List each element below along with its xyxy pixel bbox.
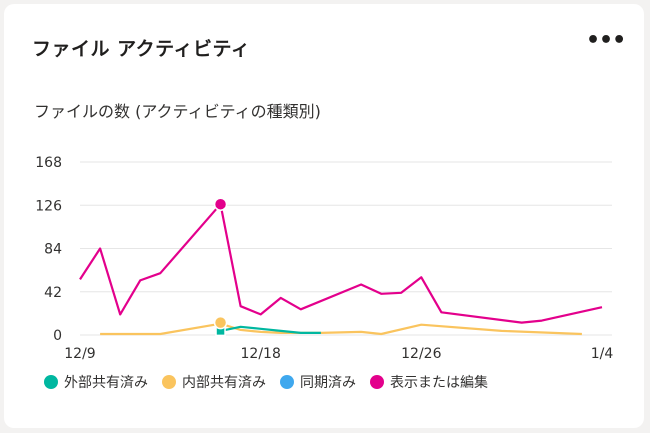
legend-swatch (370, 375, 384, 389)
legend-label: 表示または編集 (390, 375, 488, 391)
series-line-3[interactable] (79, 203, 603, 324)
legend-swatch (44, 375, 58, 389)
series-markers (213, 197, 228, 337)
legend-item[interactable]: 同期済み (280, 372, 356, 392)
legend-swatch (162, 375, 176, 389)
y-tick-label: 42 (44, 285, 62, 301)
file-activity-card: ファイル アクティビティ ••• ファイルの数 (アクティビティの種類別) (4, 4, 644, 428)
x-tick-label: 12/26 (401, 346, 441, 362)
y-tick-label: 0 (53, 328, 62, 344)
x-tick-label: 1/4 (591, 346, 614, 362)
chart-title: ファイルの数 (アクティビティの種類別) (34, 102, 321, 121)
x-axis-ticks: 12/9 12/18 12/26 1/4 (64, 346, 613, 362)
legend-item[interactable]: 表示または編集 (370, 372, 488, 392)
y-tick-label: 168 (35, 155, 62, 171)
chart-legend: 外部共有済み 内部共有済み 同期済み 表示または編集 (44, 372, 502, 392)
series-marker-3[interactable] (213, 197, 228, 211)
series-line-0[interactable] (220, 325, 321, 334)
card-title: ファイル アクティビティ (32, 38, 251, 60)
legend-item[interactable]: 内部共有済み (162, 372, 266, 392)
legend-label: 内部共有済み (182, 375, 266, 391)
x-tick-label: 12/9 (64, 346, 95, 362)
x-tick-label: 12/18 (241, 346, 281, 362)
y-tick-label: 84 (44, 242, 62, 258)
legend-label: 同期済み (300, 375, 356, 391)
series-lines (79, 203, 603, 336)
grid-lines (80, 161, 612, 336)
y-axis-ticks: 0 42 84 126 168 (35, 155, 62, 344)
legend-label: 外部共有済み (64, 375, 148, 391)
legend-swatch (280, 375, 294, 389)
series-marker-1[interactable] (213, 315, 228, 330)
y-tick-label: 126 (35, 198, 62, 214)
legend-item[interactable]: 外部共有済み (44, 372, 148, 392)
series-line-1[interactable] (100, 322, 582, 336)
